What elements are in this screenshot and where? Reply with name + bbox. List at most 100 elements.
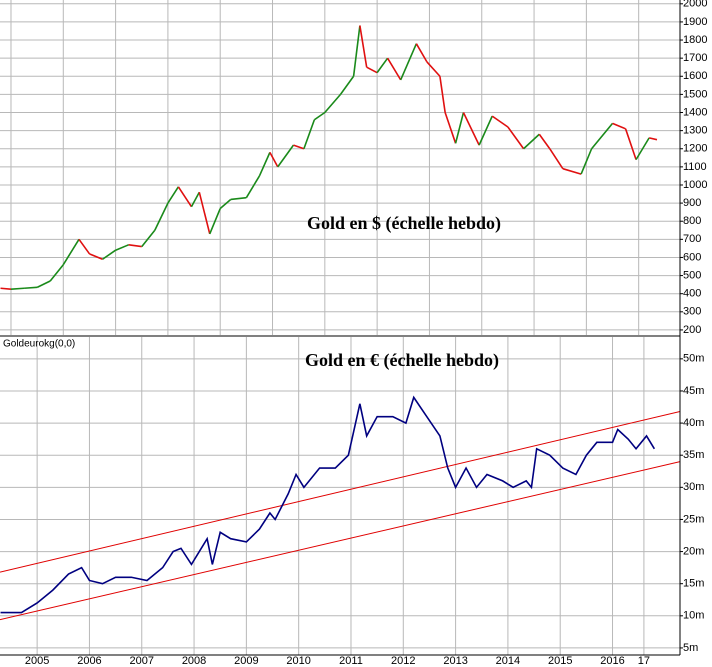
y-tick-label: 1600: [683, 70, 707, 82]
price-segment: [10, 287, 25, 290]
x-tick-label: 2011: [339, 655, 363, 667]
x-tick-label: 2008: [182, 655, 206, 667]
y-tick-label: 50m: [683, 353, 704, 365]
x-tick-label: 2016: [600, 655, 624, 667]
x-tick-label: 2013: [443, 655, 467, 667]
price-segment: [277, 144, 295, 168]
channel-line: [0, 461, 681, 621]
y-tick-label: 25m: [683, 513, 704, 525]
y-tick-label: 15m: [683, 578, 704, 590]
price-segment: [245, 175, 261, 199]
x-tick-label: 2005: [25, 655, 49, 667]
price-segment: [24, 286, 38, 290]
price-segment: [313, 111, 326, 121]
price-segment: [359, 25, 368, 68]
x-tick-label: 2007: [130, 655, 154, 667]
price-segment: [523, 133, 540, 150]
channel-line: [0, 411, 681, 573]
price-segment: [580, 148, 593, 175]
price-segment: [386, 57, 402, 81]
x-tick-label: 17: [638, 655, 650, 667]
price-segment: [507, 126, 525, 150]
price-segment: [230, 196, 247, 201]
price-segment: [78, 238, 91, 255]
price-segment: [303, 119, 316, 150]
price-segment: [0, 287, 12, 290]
y-tick-label: 1100: [683, 161, 707, 173]
price-segment: [376, 57, 389, 74]
price-segment: [62, 238, 80, 266]
y-tick-label: 1400: [683, 106, 707, 118]
price-segment: [635, 137, 650, 161]
price-segment: [538, 133, 551, 150]
y-tick-label: 400: [683, 288, 701, 300]
y-tick-label: 1800: [683, 34, 707, 46]
price-segment: [190, 191, 200, 208]
price-segment: [454, 112, 465, 144]
y-tick-label: 1900: [683, 16, 707, 28]
price-segment: [154, 202, 169, 231]
x-tick-label: 2006: [77, 655, 101, 667]
price-segment: [612, 122, 626, 130]
y-tick-label: 800: [683, 215, 701, 227]
y-tick-label: 1300: [683, 125, 707, 137]
price-segment: [415, 43, 428, 63]
y-tick-label: 30m: [683, 481, 704, 493]
price-segment: [590, 122, 614, 150]
price-segment: [562, 167, 582, 175]
price-segment: [115, 244, 129, 251]
eur-panel: 2005 2006 2007 2008 2009 2010 2011 2012 2013 2014…: [0, 337, 704, 667]
y-tick-label: 200: [683, 324, 701, 336]
y-tick-label: 500: [683, 269, 701, 281]
y-tick-label: 40m: [683, 417, 704, 429]
price-segment: [269, 151, 279, 168]
y-tick-label: 1000: [683, 179, 707, 191]
price-segment: [324, 93, 342, 114]
price-segment: [49, 264, 64, 282]
price-segment: [209, 208, 221, 235]
y-tick-label: 1700: [683, 52, 707, 64]
price-segment: [339, 75, 355, 95]
x-tick-label: 2015: [548, 655, 572, 667]
price-segment: [648, 137, 658, 141]
price-segment: [177, 186, 193, 208]
chart-title: Gold en $ (échelle hebdo): [307, 213, 501, 234]
series-label: Goldeurokg(0,0): [3, 339, 75, 350]
price-line: [0, 395, 656, 614]
y-tick-label: 45m: [683, 385, 704, 397]
price-segment: [167, 186, 180, 204]
price-segment: [549, 148, 564, 170]
y-tick-label: 5m: [683, 642, 698, 654]
price-segment: [102, 249, 117, 260]
x-tick-label: 2010: [286, 655, 310, 667]
price-segment: [198, 192, 211, 235]
y-tick-label: 700: [683, 233, 701, 245]
x-tick-label: 2009: [234, 655, 258, 667]
usd-panel: 200 300 400 500 600 700 800 900 1000 1100 1200 1300…: [0, 0, 707, 336]
y-tick-label: 900: [683, 197, 701, 209]
price-segment: [293, 144, 305, 150]
price-segment: [219, 198, 232, 210]
y-tick-label: 600: [683, 251, 701, 263]
price-segment: [366, 66, 378, 74]
price-segment: [478, 115, 493, 146]
y-tick-label: 10m: [683, 610, 704, 622]
price-segment: [444, 112, 457, 144]
price-segment: [258, 152, 271, 177]
y-tick-label: 2000: [683, 0, 707, 10]
x-tick-label: 2014: [496, 655, 520, 667]
price-segment: [426, 61, 441, 77]
price-segment: [624, 128, 637, 160]
y-tick-label: 1500: [683, 88, 707, 100]
y-tick-label: 300: [683, 306, 701, 318]
price-segment: [352, 25, 361, 77]
price-segment: [89, 253, 103, 261]
price-segment: [491, 115, 509, 128]
price-segment: [462, 112, 480, 146]
chart-title: Gold en € (échelle hebdo): [305, 350, 499, 371]
price-segment: [399, 43, 418, 81]
y-tick-label: 20m: [683, 545, 704, 557]
price-segment: [36, 280, 51, 289]
